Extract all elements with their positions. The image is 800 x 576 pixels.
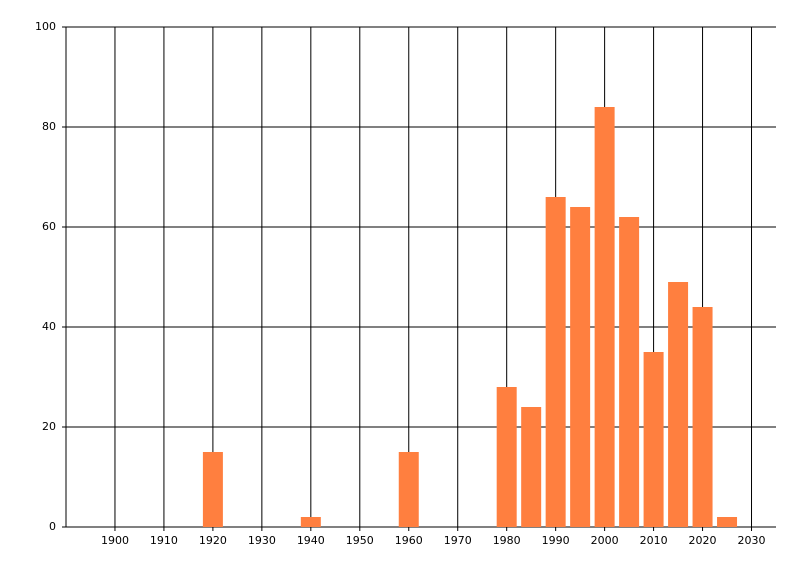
y-tick-label: 0 <box>49 520 56 533</box>
x-tick-label: 1920 <box>199 534 227 547</box>
bar <box>692 307 713 527</box>
bar <box>570 207 591 527</box>
y-tick-label: 60 <box>42 220 56 233</box>
bar <box>398 452 419 527</box>
x-tick-label: 2000 <box>591 534 619 547</box>
bar <box>717 517 738 527</box>
x-tick-label: 1910 <box>150 534 178 547</box>
bar <box>202 452 223 527</box>
bar <box>594 107 615 527</box>
bar <box>545 197 566 527</box>
x-tick-label: 2010 <box>640 534 668 547</box>
x-tick-label: 1940 <box>297 534 325 547</box>
x-tick-label: 1930 <box>248 534 276 547</box>
bar <box>668 282 689 527</box>
bar <box>496 387 517 527</box>
x-tick-label: 1980 <box>493 534 521 547</box>
x-tick-label: 1950 <box>346 534 374 547</box>
x-tick-label: 1970 <box>444 534 472 547</box>
y-tick-label: 80 <box>42 120 56 133</box>
y-tick-label: 40 <box>42 320 56 333</box>
y-tick-label: 100 <box>35 20 56 33</box>
x-tick-label: 1960 <box>395 534 423 547</box>
y-tick-label: 20 <box>42 420 56 433</box>
x-tick-label: 2020 <box>689 534 717 547</box>
bar <box>619 217 640 527</box>
bar <box>643 352 664 527</box>
x-tick-label: 2030 <box>738 534 766 547</box>
x-tick-label: 1990 <box>542 534 570 547</box>
bar <box>521 407 542 527</box>
x-tick-label: 1900 <box>101 534 129 547</box>
bar <box>300 517 321 527</box>
